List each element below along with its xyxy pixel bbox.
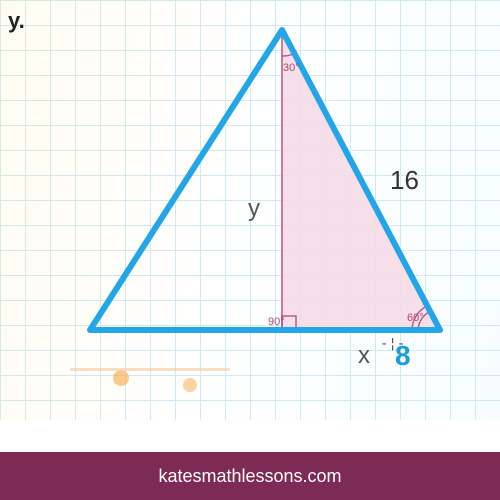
problem-prompt-fragment: y. xyxy=(8,8,25,34)
altitude-variable-label: y xyxy=(248,195,260,223)
diagram-canvas: y. 16 y x 30° 90° 60° -¦- 8 katesmathles… xyxy=(0,0,500,500)
right-angle-label: 90° xyxy=(268,316,285,328)
site-watermark: katesmathlessons.com xyxy=(0,452,500,500)
computed-answer: 8 xyxy=(395,340,411,372)
base-segment-variable-label: x xyxy=(358,342,370,370)
side-length-label: 16 xyxy=(390,165,419,196)
apex-angle-label: 30° xyxy=(283,62,300,74)
base-angle-label: 60° xyxy=(407,312,424,324)
